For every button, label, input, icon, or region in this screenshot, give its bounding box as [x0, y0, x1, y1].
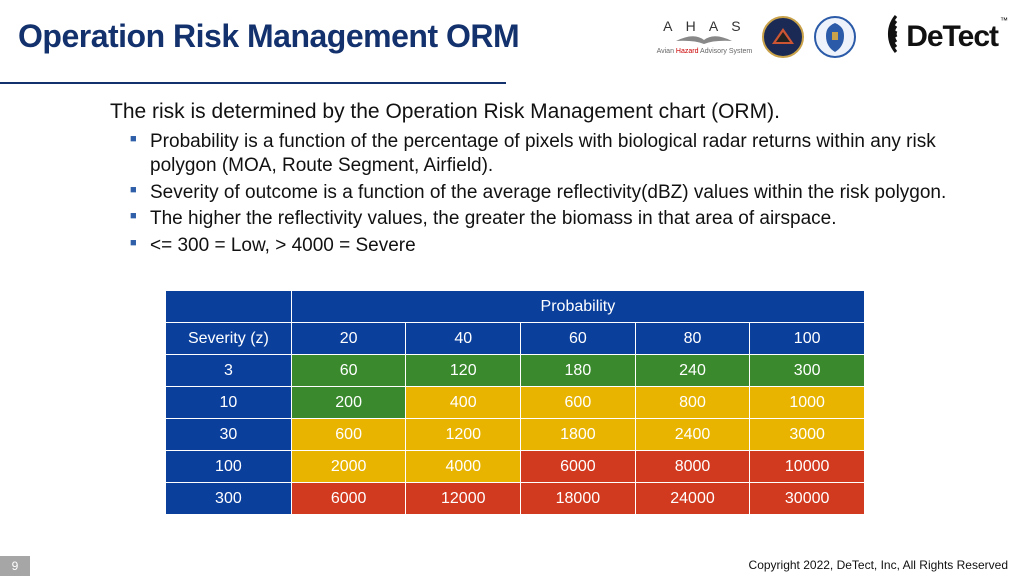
- ahas-subtitle: Avian Hazard Advisory System: [657, 48, 753, 55]
- risk-cell: 60: [291, 355, 406, 387]
- severity-label: 3: [166, 355, 292, 387]
- page-number: 9: [0, 556, 30, 576]
- empty-corner: [166, 291, 292, 323]
- risk-cell: 1000: [750, 387, 865, 419]
- risk-cell: 2400: [635, 419, 750, 451]
- risk-cell: 10000: [750, 451, 865, 483]
- risk-cell: 2000: [291, 451, 406, 483]
- body-content: The risk is determined by the Operation …: [110, 100, 974, 261]
- bullet-list: Probability is a function of the percent…: [130, 130, 974, 258]
- ahas-letters: A H A S: [663, 18, 745, 34]
- emblem-2-icon: [814, 16, 856, 58]
- risk-cell: 18000: [521, 483, 636, 515]
- detect-logo: DeTect ™: [866, 14, 1006, 59]
- prob-col: 20: [291, 323, 406, 355]
- risk-cell: 200: [291, 387, 406, 419]
- table-row: 300600012000180002400030000: [166, 483, 865, 515]
- risk-cell: 240: [635, 355, 750, 387]
- col-header-row: Severity (z) 20 40 60 80 100: [166, 323, 865, 355]
- risk-cell: 400: [406, 387, 521, 419]
- risk-cell: 600: [521, 387, 636, 419]
- risk-cell: 600: [291, 419, 406, 451]
- prob-col: 60: [521, 323, 636, 355]
- risk-cell: 12000: [406, 483, 521, 515]
- copyright-text: Copyright 2022, DeTect, Inc, All Rights …: [749, 558, 1008, 572]
- detect-text: DeTect: [906, 20, 998, 54]
- detect-tm: ™: [1000, 16, 1008, 25]
- prob-col: 40: [406, 323, 521, 355]
- prob-header: Probability: [291, 291, 864, 323]
- logo-strip: A H A S Avian Hazard Advisory System: [657, 14, 1006, 59]
- severity-label: 300: [166, 483, 292, 515]
- intro-text: The risk is determined by the Operation …: [110, 100, 974, 124]
- severity-label: 10: [166, 387, 292, 419]
- header: Operation Risk Management ORM A H A S Av…: [18, 18, 1006, 78]
- risk-cell: 30000: [750, 483, 865, 515]
- emblem-1-icon: [762, 16, 804, 58]
- severity-label: 30: [166, 419, 292, 451]
- orm-table-wrap: Probability Severity (z) 20 40 60 80 100…: [165, 290, 865, 515]
- bullet-item: The higher the reflectivity values, the …: [130, 207, 974, 231]
- ahas-sub-pre: Avian: [657, 48, 676, 55]
- severity-label: 100: [166, 451, 292, 483]
- risk-cell: 6000: [291, 483, 406, 515]
- ahas-sub-hazard: Hazard: [676, 48, 699, 55]
- prob-header-row: Probability: [166, 291, 865, 323]
- bullet-item: Severity of outcome is a function of the…: [130, 181, 974, 205]
- ahas-logo: A H A S Avian Hazard Advisory System: [657, 18, 753, 55]
- risk-cell: 1200: [406, 419, 521, 451]
- risk-cell: 24000: [635, 483, 750, 515]
- table-row: 102004006008001000: [166, 387, 865, 419]
- ahas-sub-post: Advisory System: [699, 48, 753, 55]
- risk-cell: 180: [521, 355, 636, 387]
- risk-cell: 8000: [635, 451, 750, 483]
- risk-cell: 4000: [406, 451, 521, 483]
- risk-cell: 6000: [521, 451, 636, 483]
- risk-cell: 300: [750, 355, 865, 387]
- severity-header: Severity (z): [166, 323, 292, 355]
- title-underline: [0, 82, 506, 84]
- risk-cell: 1800: [521, 419, 636, 451]
- risk-cell: 800: [635, 387, 750, 419]
- orm-table: Probability Severity (z) 20 40 60 80 100…: [165, 290, 865, 515]
- prob-col: 100: [750, 323, 865, 355]
- risk-cell: 3000: [750, 419, 865, 451]
- bullet-item: <= 300 = Low, > 4000 = Severe: [130, 234, 974, 258]
- slide: Operation Risk Management ORM A H A S Av…: [0, 0, 1024, 576]
- bullet-item: Probability is a function of the percent…: [130, 130, 974, 178]
- table-row: 360120180240300: [166, 355, 865, 387]
- signal-arcs-icon: [866, 14, 904, 59]
- prob-col: 80: [635, 323, 750, 355]
- table-row: 306001200180024003000: [166, 419, 865, 451]
- table-row: 100200040006000800010000: [166, 451, 865, 483]
- bird-icon: [674, 34, 734, 48]
- risk-cell: 120: [406, 355, 521, 387]
